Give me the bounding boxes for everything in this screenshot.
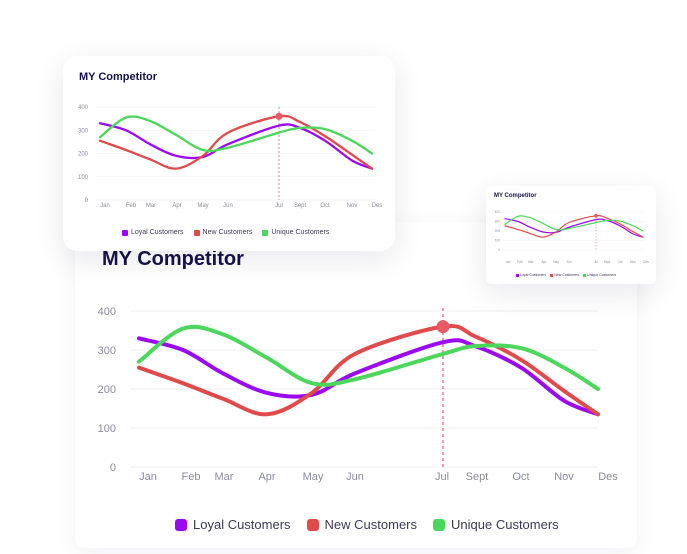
- x-tick-label: Sept: [604, 260, 611, 264]
- series-line-unique[interactable]: [137, 324, 600, 391]
- highlight-point[interactable]: [275, 112, 283, 120]
- x-tick-label: Oct: [512, 471, 529, 483]
- y-tick-label: 300: [495, 220, 501, 224]
- x-tick-label: Des: [643, 260, 649, 264]
- x-tick-label: Jan: [100, 203, 110, 209]
- series-line-loyal[interactable]: [504, 218, 644, 238]
- legend-swatch-loyal: [175, 518, 187, 531]
- chart-legend: Loyal Customers New Customers Unique Cus…: [516, 273, 616, 277]
- chart-title: MY Competitor: [494, 193, 537, 199]
- y-tick-label: 400: [98, 306, 116, 318]
- legend-label-unique: Unique Customers: [587, 273, 617, 277]
- tiny-chart-card: MY Competitor 0 100 200 300 400 Jan Feb Mar Apr M…: [486, 186, 656, 284]
- tiny-line-chart: 0 100 200 300 400 Jan Feb Mar Apr May Jun Jul Sept Oc…: [495, 210, 650, 264]
- y-tick-label: 400: [78, 105, 89, 111]
- legend-swatch-unique: [433, 518, 446, 531]
- main-line-chart: 0 100 200 300 400 Jan Feb Mar Apr May Jun Jul Sept Oc…: [98, 306, 619, 483]
- x-tick-label: Nov: [347, 203, 358, 209]
- x-tick-label: Feb: [126, 203, 137, 209]
- legend-item-loyal[interactable]: Loyal Customers: [175, 517, 291, 532]
- legend-label-unique: Unique Customers: [451, 517, 559, 532]
- chart-legend: Loyal Customers New Customers Unique Cus…: [175, 517, 559, 532]
- chart-title: MY Competitor: [79, 71, 158, 83]
- x-tick-label: Mar: [146, 203, 156, 209]
- x-tick-label: Mar: [528, 260, 534, 264]
- legend-label-loyal: Loyal Customers: [131, 229, 184, 236]
- x-tick-label: Des: [372, 203, 383, 209]
- chart-title: MY Competitor: [102, 248, 244, 270]
- legend-item-loyal[interactable]: Loyal Customers: [516, 273, 546, 277]
- chart-legend: Loyal Customers New Customers Unique Cus…: [122, 229, 329, 236]
- legend-swatch-unique: [583, 273, 587, 277]
- y-tick-label: 0: [110, 462, 116, 474]
- legend-item-new[interactable]: New Customers: [306, 517, 418, 532]
- x-tick-label: May: [303, 471, 324, 483]
- x-tick-label: Jan: [505, 260, 510, 264]
- legend-label-new: New Customers: [202, 229, 253, 236]
- legend-swatch-unique: [262, 229, 269, 236]
- legend-item-unique[interactable]: Unique Customers: [433, 517, 559, 532]
- legend-swatch-new: [306, 518, 319, 531]
- series-line-new[interactable]: [504, 215, 644, 238]
- y-tick-label: 200: [98, 384, 116, 396]
- y-tick-label: 400: [495, 210, 501, 214]
- series-line-unique[interactable]: [504, 215, 644, 232]
- series-line-unique[interactable]: [98, 115, 374, 155]
- x-tick-label: Jun: [223, 203, 233, 209]
- legend-item-unique[interactable]: Unique Customers: [583, 273, 616, 277]
- x-tick-label: Apr: [258, 471, 275, 483]
- y-tick-label: 0: [498, 248, 500, 252]
- x-tick-label: Oct: [618, 260, 623, 264]
- x-tick-label: Apr: [172, 203, 181, 209]
- x-tick-label: Feb: [182, 471, 201, 483]
- x-tick-label: Nov: [630, 260, 636, 264]
- x-tick-label: Jul: [594, 260, 598, 264]
- legend-swatch-loyal: [122, 229, 128, 236]
- series-line-new[interactable]: [98, 114, 374, 170]
- x-tick-label: Jun: [346, 471, 364, 483]
- x-tick-label: Jan: [139, 471, 157, 483]
- series-line-loyal[interactable]: [137, 336, 600, 417]
- highlight-point[interactable]: [594, 213, 598, 218]
- small-line-chart: 0 100 200 300 400 Jan Feb Mar Apr May Jun Jul Sept Oc…: [78, 105, 383, 209]
- legend-item-new[interactable]: New Customers: [193, 229, 253, 236]
- x-tick-label: Sept: [466, 471, 489, 483]
- series-line-loyal[interactable]: [98, 122, 374, 170]
- highlight-point[interactable]: [436, 320, 450, 334]
- legend-item-unique[interactable]: Unique Customers: [262, 229, 329, 236]
- legend-label-unique: Unique Customers: [271, 229, 330, 236]
- x-tick-label: Oct: [320, 203, 330, 209]
- legend-item-loyal[interactable]: Loyal Customers: [122, 229, 184, 236]
- legend-label-loyal: Loyal Customers: [520, 273, 547, 277]
- legend-label-new: New Customers: [324, 517, 418, 532]
- x-tick-label: Jun: [566, 260, 571, 264]
- y-tick-label: 0: [85, 198, 89, 204]
- x-tick-label: Jul: [275, 203, 283, 209]
- x-tick-label: May: [197, 203, 208, 209]
- y-tick-label: 100: [78, 175, 89, 181]
- y-tick-label: 300: [98, 345, 116, 357]
- series-line-new[interactable]: [137, 323, 600, 417]
- legend-swatch-new: [550, 273, 554, 277]
- small-chart-card: MY Competitor 0 100 200 300 400 Jan Feb Mar Apr M…: [63, 56, 395, 251]
- x-tick-label: Feb: [517, 260, 523, 264]
- y-tick-label: 100: [495, 239, 501, 243]
- legend-swatch-loyal: [516, 273, 519, 277]
- legend-swatch-new: [193, 229, 200, 236]
- y-tick-label: 200: [78, 152, 89, 158]
- y-tick-label: 300: [78, 128, 89, 134]
- y-tick-label: 200: [495, 229, 501, 233]
- y-tick-label: 100: [98, 423, 116, 435]
- legend-item-new[interactable]: New Customers: [550, 273, 579, 277]
- legend-label-loyal: Loyal Customers: [193, 517, 291, 532]
- x-tick-label: Mar: [215, 471, 234, 483]
- x-tick-label: Apr: [542, 260, 548, 264]
- legend-label-new: New Customers: [554, 273, 580, 277]
- x-tick-label: Des: [598, 471, 618, 483]
- x-tick-label: Sept: [294, 203, 307, 209]
- x-tick-label: Jul: [435, 471, 449, 483]
- x-tick-label: May: [553, 260, 559, 264]
- x-tick-label: Nov: [554, 471, 574, 483]
